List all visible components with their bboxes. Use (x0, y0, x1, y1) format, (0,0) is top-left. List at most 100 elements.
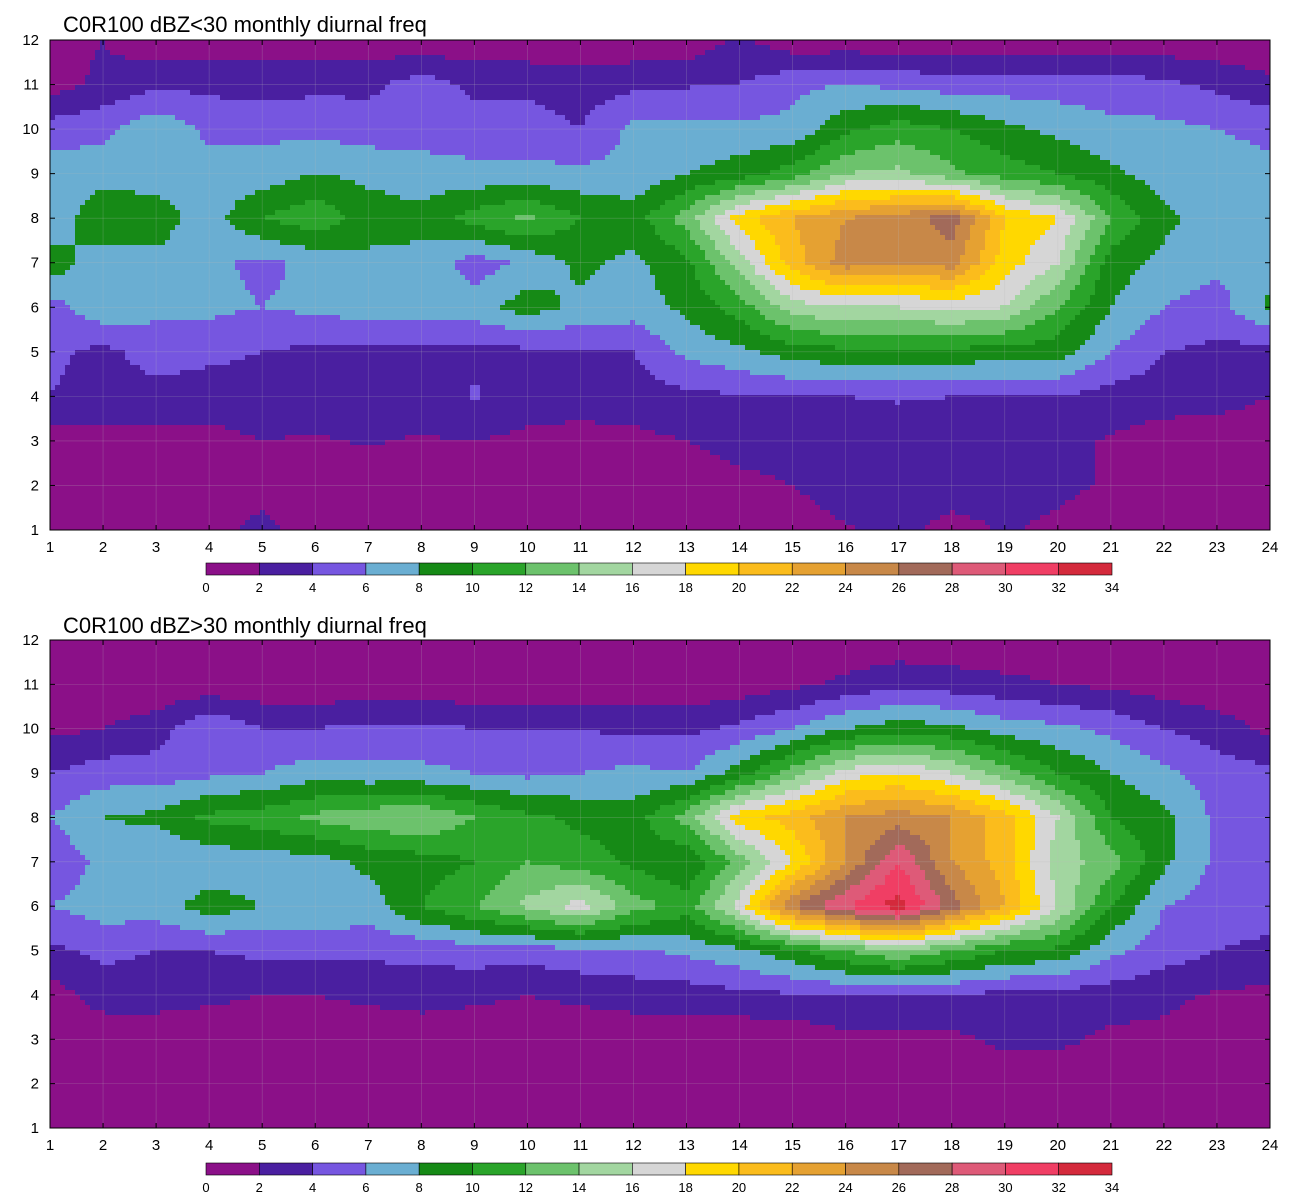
contour-cell (1210, 45, 1216, 51)
contour-cell (1145, 40, 1151, 46)
contour-cell (200, 40, 206, 46)
contour-cell (915, 45, 921, 51)
contour-cell (555, 45, 561, 51)
contour-cell (245, 50, 251, 56)
contour-cell (985, 40, 991, 46)
contour-cell (555, 50, 561, 56)
contour-cell (165, 45, 171, 51)
contour-cell (1105, 50, 1111, 56)
contour-cell (265, 40, 271, 46)
contour-cell (905, 50, 911, 56)
contour-cell (615, 55, 621, 61)
contour-cell (1265, 50, 1270, 56)
contour-cell (715, 50, 721, 56)
contour-cell (705, 55, 711, 61)
contour-cell (730, 40, 736, 46)
contour-cell (565, 55, 571, 61)
contour-cell (960, 50, 966, 56)
contour-cell (1100, 50, 1106, 56)
contour-cell (655, 55, 661, 61)
contour-cell (760, 50, 766, 56)
contour-cell (205, 40, 211, 46)
contour-cell (580, 55, 586, 61)
contour-cell (480, 40, 486, 46)
contour-cell (815, 45, 821, 51)
contour-cell (805, 40, 811, 46)
contour-cell (785, 40, 791, 46)
contour-cell (470, 50, 476, 56)
contour-cell (520, 45, 526, 51)
contour-cell (80, 40, 86, 46)
contour-cell (1085, 50, 1091, 56)
contour-cell (750, 45, 756, 51)
contour-cell (785, 50, 791, 56)
contour-cell (175, 55, 181, 61)
contour-cell (270, 45, 276, 51)
contour-cell (190, 40, 196, 46)
contour-cell (440, 40, 446, 46)
contour-cell (55, 45, 61, 51)
contour-cell (695, 50, 701, 56)
contour-cell (215, 50, 221, 56)
contour-cell (515, 40, 521, 46)
contour-cell (265, 45, 271, 51)
contour-cell (420, 50, 426, 56)
contour-cell (1095, 50, 1101, 56)
contour-cell (355, 50, 361, 56)
contour-cell (445, 50, 451, 56)
contour-cell (1170, 40, 1176, 46)
contour-cell (75, 40, 81, 46)
contour-cell (1210, 50, 1216, 56)
contour-cell (485, 55, 491, 61)
contour-cell (215, 45, 221, 51)
contour-cell (235, 40, 241, 46)
contour-cell (765, 50, 771, 56)
contour-cell (535, 45, 541, 51)
contour-cell (680, 45, 686, 51)
contour-cell (1065, 40, 1071, 46)
contour-cell (370, 50, 376, 56)
contour-cell (750, 50, 756, 56)
contour-cell (295, 55, 301, 61)
contour-cell (1225, 40, 1231, 46)
contour-cell (500, 55, 506, 61)
contour-cell (175, 45, 181, 51)
contour-cell (1005, 50, 1011, 56)
contour-cell (475, 50, 481, 56)
contour-cell (475, 40, 481, 46)
contour-cell (890, 50, 896, 56)
contour-cell (590, 40, 596, 46)
contour-cell (965, 50, 971, 56)
contour-cell (1165, 40, 1171, 46)
contour-cell (745, 40, 751, 46)
contour-cell (645, 45, 651, 51)
contour-cell (95, 50, 101, 56)
contour-cell (460, 50, 466, 56)
contour-cell (1095, 40, 1101, 46)
contour-cell (825, 40, 831, 46)
contour-cell (1080, 40, 1086, 46)
contour-cell (860, 50, 866, 56)
contour-cell (1230, 45, 1236, 51)
contour-cell (1120, 50, 1126, 56)
contour-cell (1190, 50, 1196, 56)
contour-cell (290, 55, 296, 61)
contour-cell (1175, 45, 1181, 51)
contour-cell (250, 40, 256, 46)
contour-cell (430, 40, 436, 46)
contour-cell (305, 50, 311, 56)
contour-cell (1105, 40, 1111, 46)
contour-cell (615, 45, 621, 51)
contour-cell (85, 40, 91, 46)
contour-cell (1060, 50, 1066, 56)
contour-cell (170, 55, 176, 61)
contour-cell (435, 55, 441, 61)
contour-cell (200, 55, 206, 61)
contour-cell (815, 40, 821, 46)
contour-cell (385, 40, 391, 46)
contour-cell (795, 40, 801, 46)
contour-cell (485, 50, 491, 56)
contour-cell (405, 55, 411, 61)
contour-cell (650, 50, 656, 56)
